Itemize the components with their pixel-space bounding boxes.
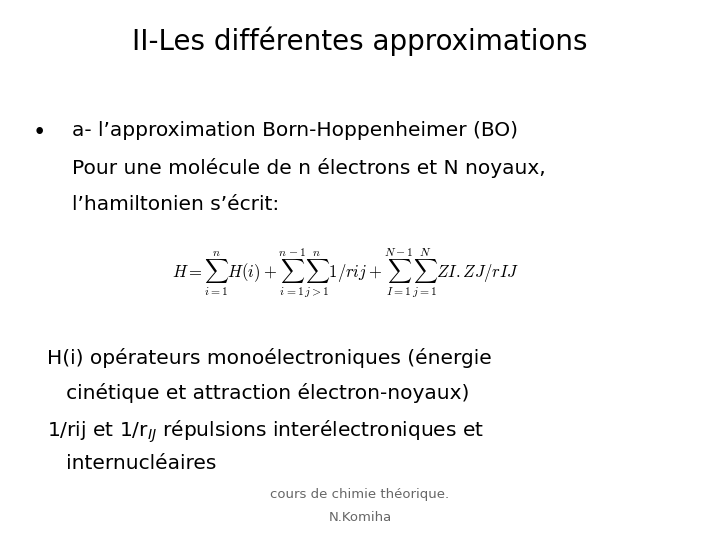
- Text: H(i) opérateurs monoélectroniques (énergie: H(i) opérateurs monoélectroniques (énerg…: [47, 348, 492, 368]
- Text: l’hamiltonien s’écrit:: l’hamiltonien s’écrit:: [72, 195, 279, 214]
- Text: a- l’approximation Born-Hoppenheimer (BO): a- l’approximation Born-Hoppenheimer (BO…: [72, 122, 518, 140]
- Text: internucléaires: internucléaires: [47, 454, 216, 472]
- Text: cours de chimie théorique.: cours de chimie théorique.: [271, 488, 449, 501]
- Text: •: •: [33, 122, 46, 145]
- Text: 1/rij et 1/r$_{IJ}$ répulsions interélectroniques et: 1/rij et 1/r$_{IJ}$ répulsions interélec…: [47, 418, 484, 445]
- Text: Pour une molécule de n électrons et N noyaux,: Pour une molécule de n électrons et N no…: [72, 158, 546, 178]
- Text: $H=\sum_{i=1}^{n}H(i)+\sum_{i=1}^{n-1}\sum_{j>1}^{n}1/rij+\sum_{I=1}^{N-1}\sum_{: $H=\sum_{i=1}^{n}H(i)+\sum_{i=1}^{n-1}\s…: [172, 246, 519, 299]
- Text: N.Komiha: N.Komiha: [328, 511, 392, 524]
- Text: cinétique et attraction électron-noyaux): cinétique et attraction électron-noyaux): [47, 383, 469, 403]
- Text: II-Les différentes approximations: II-Les différentes approximations: [132, 27, 588, 57]
